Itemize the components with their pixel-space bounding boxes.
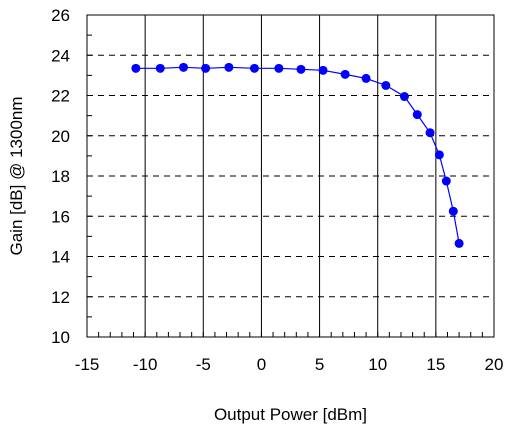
minor-tick-marks xyxy=(86,14,495,338)
x-tick-label: -10 xyxy=(133,355,158,374)
x-tick-label: -5 xyxy=(196,355,211,374)
x-tick-label: 15 xyxy=(426,355,445,374)
x-axis-label: Output Power [dBm] xyxy=(214,405,367,424)
data-point xyxy=(274,63,284,73)
x-tick-label: -15 xyxy=(75,355,100,374)
data-point xyxy=(131,63,141,73)
data-point xyxy=(399,92,409,102)
y-tick-label: 14 xyxy=(51,248,70,267)
x-tick-label: 5 xyxy=(315,355,324,374)
data-point xyxy=(201,63,211,73)
y-tick-label: 16 xyxy=(51,207,70,226)
grid-lines xyxy=(87,15,494,337)
series-line xyxy=(135,66,460,244)
y-tick-label: 22 xyxy=(51,87,70,106)
data-point xyxy=(441,176,451,186)
data-point xyxy=(340,69,350,79)
y-axis-label: Gain [dB] @ 1300nm xyxy=(7,96,26,255)
data-point xyxy=(434,150,444,160)
series-points xyxy=(131,62,464,248)
data-point xyxy=(224,62,234,72)
y-tick-label: 20 xyxy=(51,127,70,146)
data-point xyxy=(155,63,165,73)
y-tick-label: 12 xyxy=(51,288,70,307)
data-point xyxy=(448,206,458,216)
data-point xyxy=(318,65,328,75)
x-tick-label: 20 xyxy=(485,355,504,374)
data-point xyxy=(249,63,259,73)
data-point xyxy=(296,64,306,74)
data-point xyxy=(179,62,189,72)
y-tick-label: 26 xyxy=(51,6,70,25)
data-point xyxy=(361,73,371,83)
data-point xyxy=(454,238,464,248)
data-point xyxy=(381,80,391,90)
y-tick-label: 24 xyxy=(51,46,70,65)
y-tick-label: 18 xyxy=(51,167,70,186)
x-tick-label: 10 xyxy=(368,355,387,374)
data-point xyxy=(412,110,422,120)
x-tick-label: 0 xyxy=(257,355,266,374)
data-point xyxy=(425,128,435,138)
y-tick-label: 10 xyxy=(51,328,70,347)
y-axis-tick-labels: 10 12 14 16 18 20 22 24 26 xyxy=(51,6,70,347)
x-axis-tick-labels: -15 -10 -5 0 5 10 15 20 xyxy=(75,355,504,374)
